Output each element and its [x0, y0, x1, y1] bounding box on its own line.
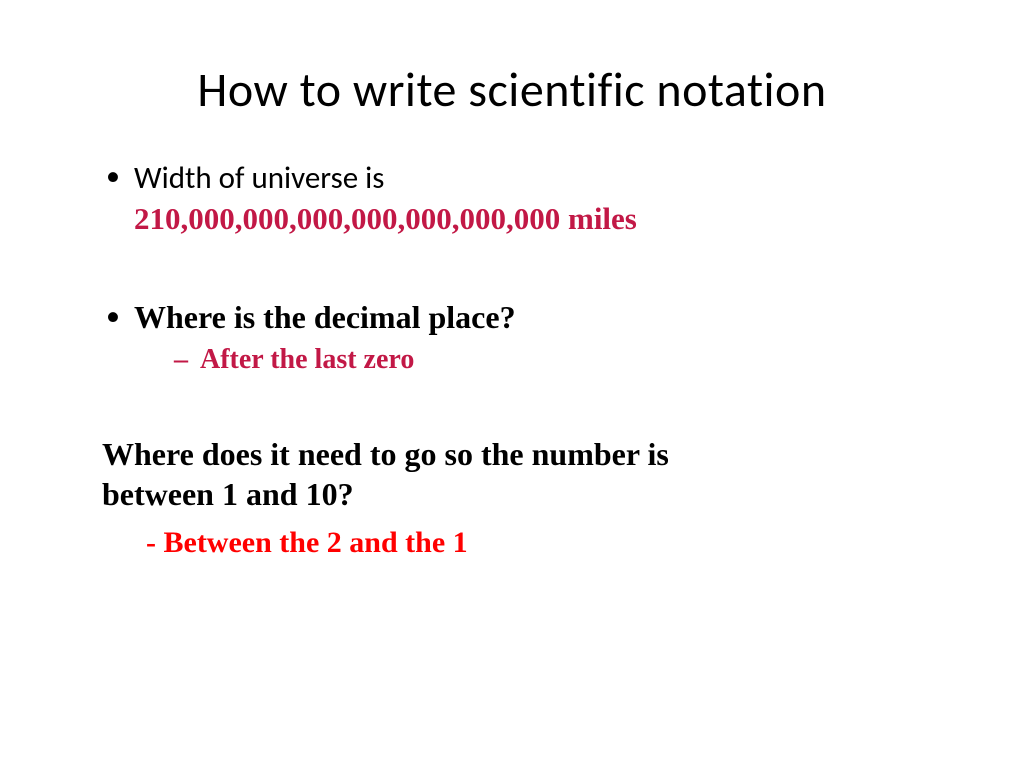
slide: How to write scientific notation Width o…: [0, 0, 1024, 768]
block-2: Where does it need to go so the number i…: [100, 434, 924, 560]
bullet-1-number: 210,000,000,000,000,000,000,000 miles: [134, 201, 924, 237]
question-2-line1: Where does it need to go so the number i…: [102, 436, 669, 472]
sub-list: After the last zero: [174, 344, 924, 376]
spacer: [100, 247, 924, 299]
bullet-1: Width of universe is 210,000,000,000,000…: [100, 159, 924, 237]
answer-2: - Between the 2 and the 1: [146, 526, 468, 559]
bullet-2: Where is the decimal place? After the la…: [100, 299, 924, 376]
bullet-list-2: Where is the decimal place? After the la…: [100, 299, 924, 376]
slide-title: How to write scientific notation: [100, 60, 924, 119]
bullet-1-lead: Width of universe is: [134, 159, 384, 197]
answer-2-row: - Between the 2 and the 1: [102, 526, 924, 560]
question-2: Where does it need to go so the number i…: [102, 434, 924, 514]
sub-bullet-1: After the last zero: [174, 344, 924, 376]
bullet-2-question: Where is the decimal place?: [134, 299, 516, 335]
bullet-list: Width of universe is 210,000,000,000,000…: [100, 159, 924, 237]
bullet-2-answer: After the last zero: [200, 344, 414, 375]
question-2-line2: between 1 and 10?: [102, 476, 354, 512]
